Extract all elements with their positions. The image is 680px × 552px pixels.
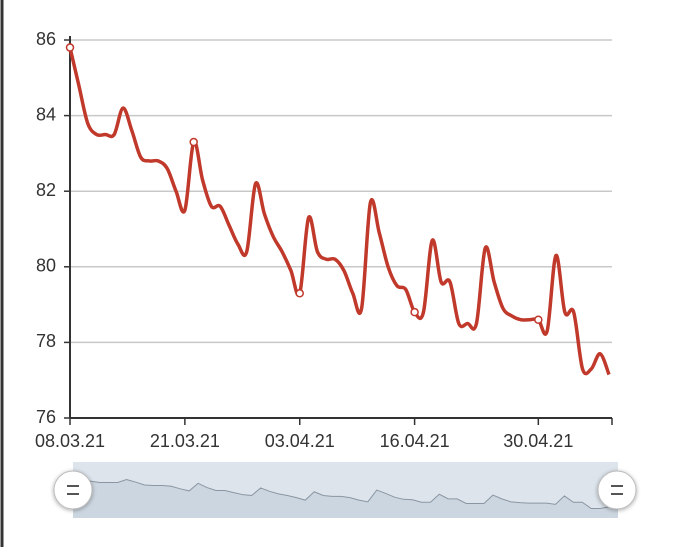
point-marker — [65, 43, 75, 52]
navigator-line — [72, 472, 619, 510]
x-tick-label: 30.04.21 — [503, 431, 573, 451]
x-tick-label: 16.04.21 — [380, 431, 450, 451]
navigator-handle[interactable] — [597, 470, 637, 510]
point-marker — [410, 307, 419, 317]
point-marker — [189, 137, 198, 147]
x-tick-label: 21.03.21 — [150, 431, 220, 451]
navigator-area — [73, 462, 618, 510]
point-marker — [534, 315, 543, 324]
x-tick-label: 08.03.21 — [35, 431, 105, 451]
y-tick-label: 84 — [36, 104, 56, 124]
y-tick-label: 78 — [36, 331, 56, 351]
x-tick-label: 03.04.21 — [265, 431, 335, 451]
y-tick-label: 76 — [36, 407, 56, 427]
point-marker — [295, 289, 304, 298]
line — [68, 47, 611, 376]
y-tick-label: 82 — [36, 180, 56, 200]
navigator-handle[interactable] — [53, 470, 93, 510]
y-tick-label: 80 — [36, 256, 56, 276]
handle-knob[interactable] — [597, 470, 637, 510]
y-tick-label: 86 — [36, 29, 56, 49]
handle-knob[interactable] — [53, 470, 93, 510]
